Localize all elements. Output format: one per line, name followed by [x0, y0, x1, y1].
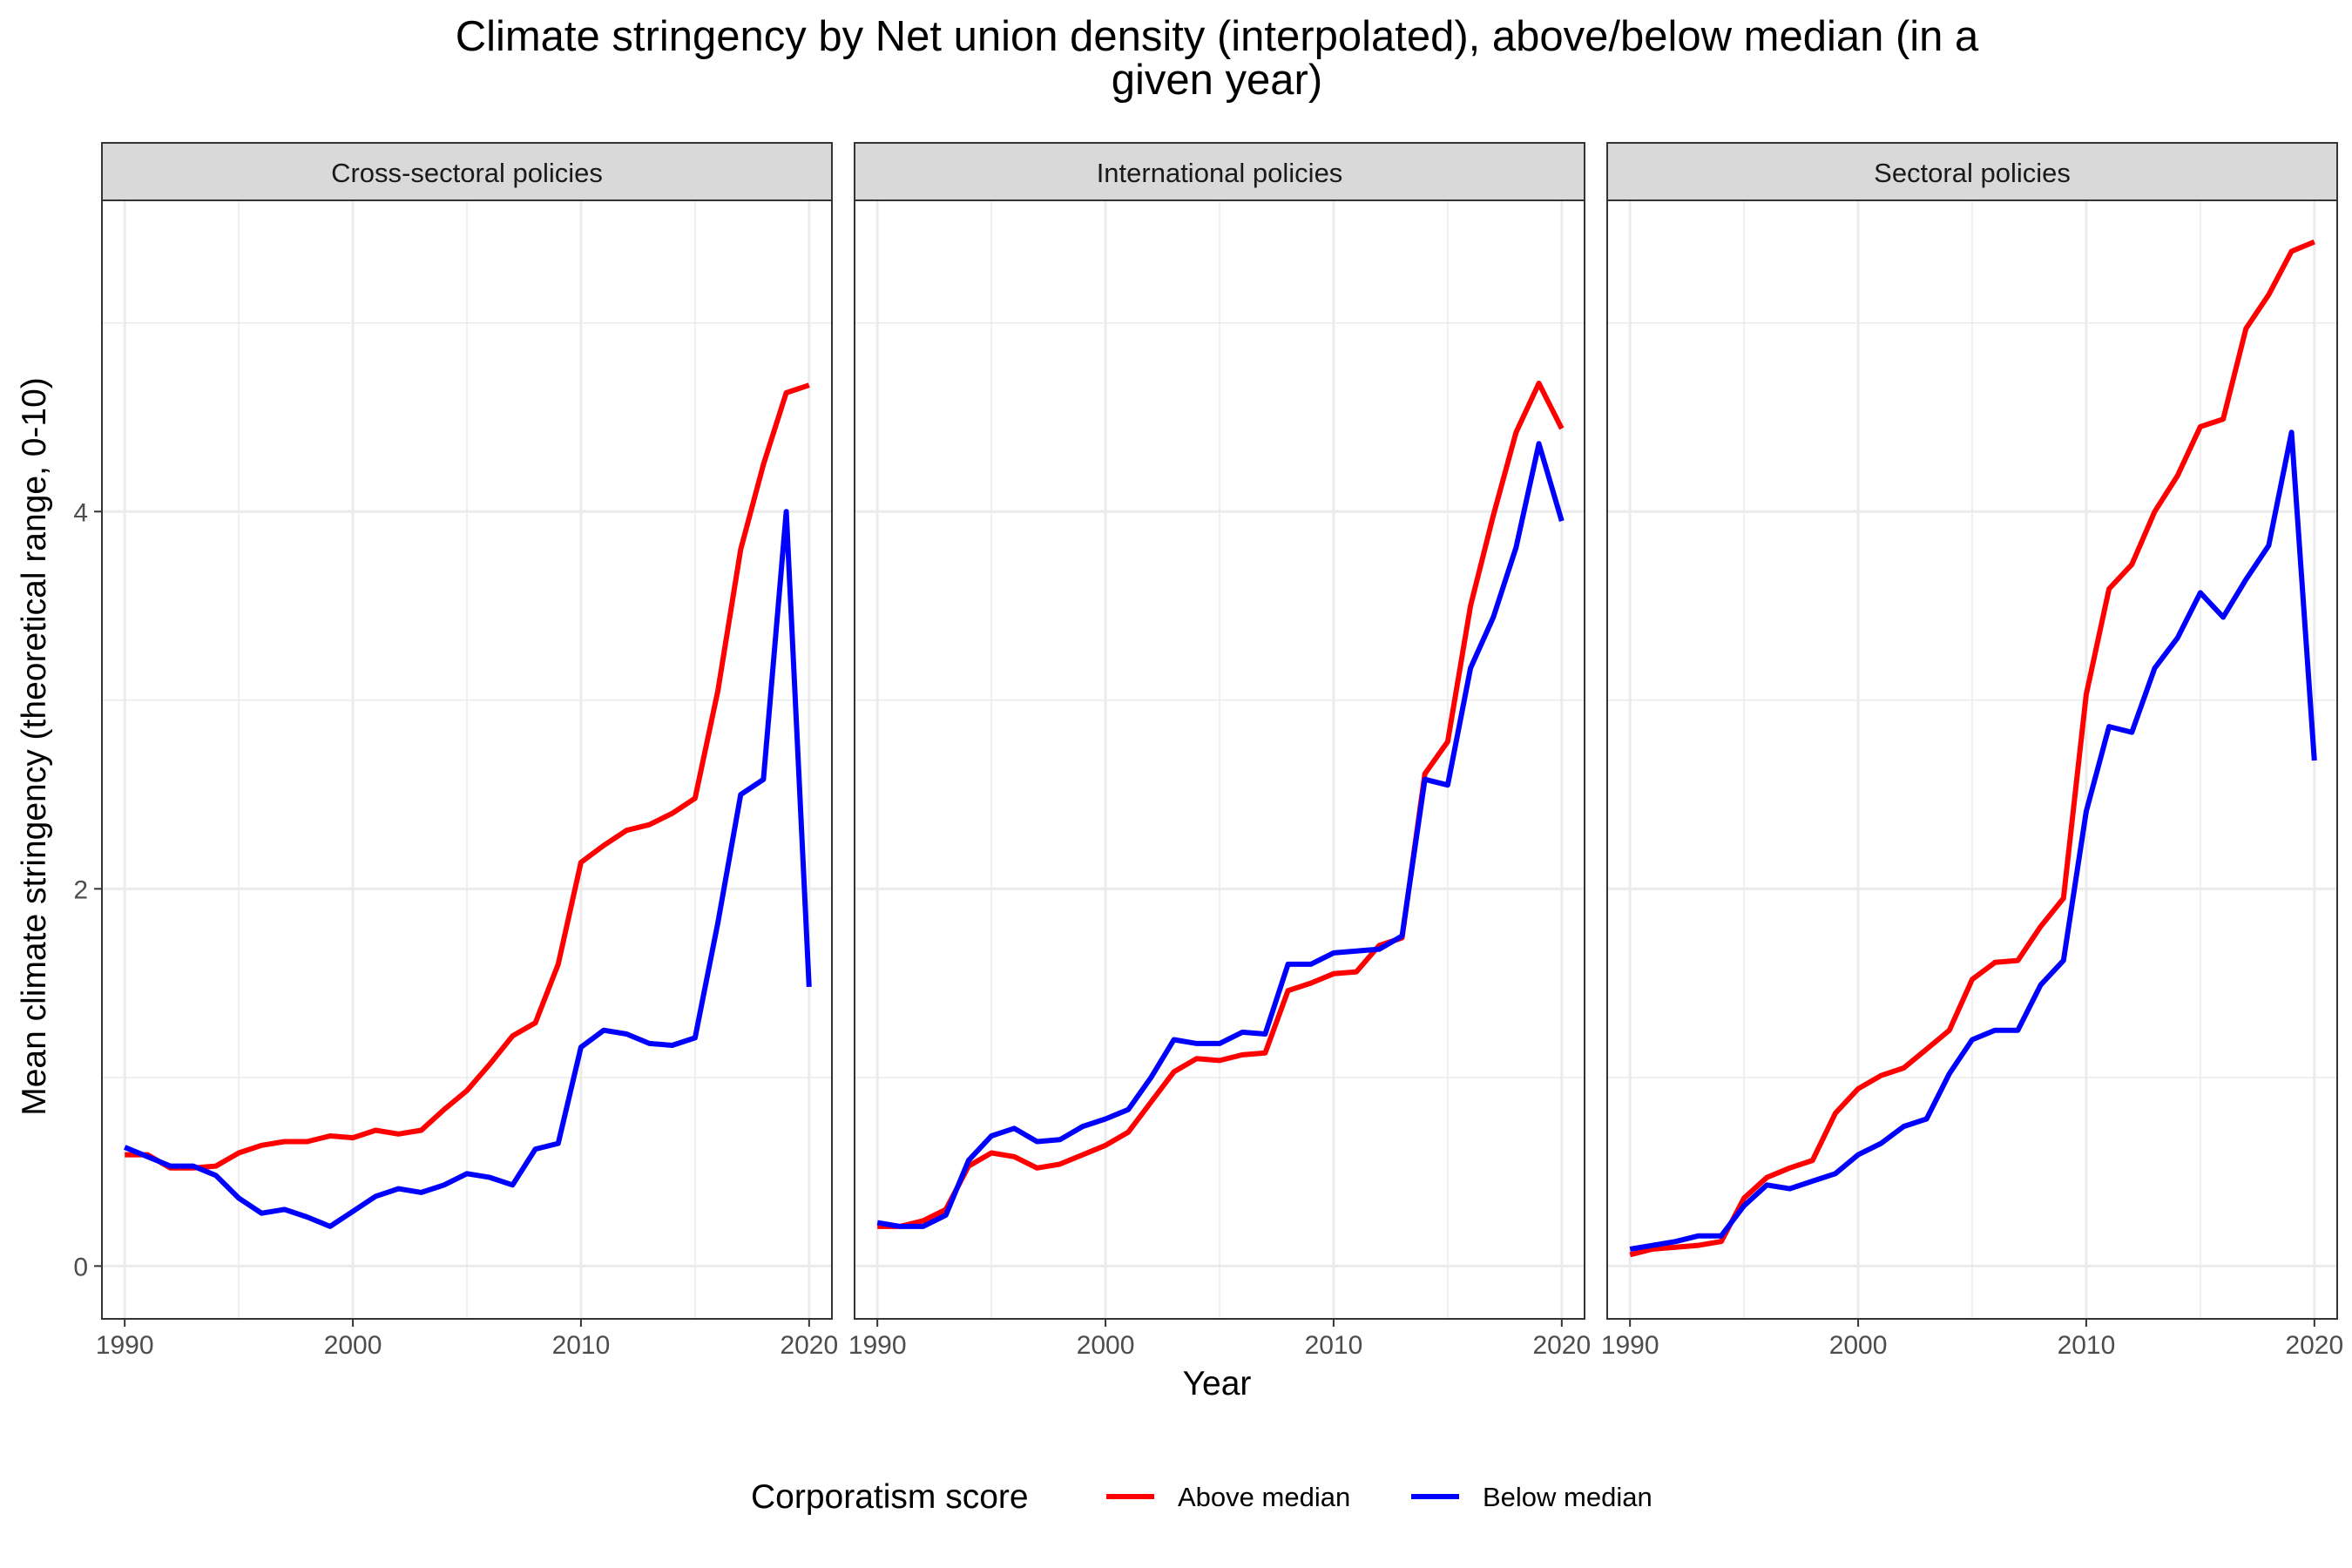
- panel-strip: [101, 142, 833, 201]
- series-line-above-median: [125, 382, 810, 1171]
- x-tick-label: 2020: [780, 1331, 838, 1360]
- panel-strip: [854, 142, 1585, 201]
- panel-2: International policies 1990 2000 2010 2020: [848, 142, 1591, 1360]
- x-tick-label: 2020: [1532, 1331, 1591, 1360]
- x-tick-label: 1990: [1601, 1331, 1659, 1360]
- legend-label: Above median: [1178, 1482, 1350, 1512]
- series-line-above-median: [877, 381, 1565, 1229]
- x-tick-label: 2020: [2285, 1331, 2343, 1360]
- panel-strip: [1606, 142, 2338, 201]
- panel-strip-label: Cross-sectoral policies: [331, 158, 603, 188]
- y-axis-label: Mean climate stringency (theoretical ran…: [16, 377, 53, 1116]
- x-tick-label: 2000: [1829, 1331, 1888, 1360]
- legend-title: Corporatism score: [751, 1478, 1029, 1516]
- chart-title: Climate stringency by Net union density …: [456, 13, 1979, 104]
- panel-1: Cross-sectoral policies 1990 2000 2010 2020 0…: [73, 142, 838, 1360]
- x-tick-label: 2010: [2058, 1331, 2116, 1360]
- panel-strip-label: International policies: [1097, 158, 1343, 188]
- gridlines: [1607, 200, 2337, 1319]
- legend-label: Below median: [1483, 1482, 1652, 1512]
- x-tick-label: 2000: [1077, 1331, 1135, 1360]
- series-line-below-median: [124, 509, 812, 1229]
- panel-3: Sectoral policies 1990 2000 2010 2020: [1601, 142, 2343, 1360]
- y-tick-label: 4: [73, 498, 88, 527]
- series-line-above-median: [1629, 239, 2315, 1258]
- x-axis-label: Year: [1183, 1365, 1252, 1402]
- panel-border: [854, 199, 1585, 1320]
- panel-strip-label: Sectoral policies: [1874, 158, 2071, 188]
- x-tick-label: 1990: [848, 1331, 907, 1360]
- legend: Corporatism score Above median Below media…: [751, 1478, 1652, 1516]
- series-line-below-median: [876, 441, 1565, 1229]
- legend-item-above-median: Above median: [1106, 1482, 1350, 1512]
- legend-item-below-median: Below median: [1411, 1482, 1652, 1512]
- y-tick-label: 0: [73, 1253, 88, 1281]
- gridlines: [855, 200, 1585, 1319]
- y-tick-label: 2: [73, 875, 88, 904]
- panel-border: [1606, 199, 2338, 1320]
- x-tick-label: 2000: [324, 1331, 382, 1360]
- chart-title-line: Climate stringency by Net union density …: [456, 13, 1979, 60]
- x-tick-label: 1990: [96, 1331, 154, 1360]
- series-line-below-median: [1629, 429, 2317, 1252]
- x-tick-label: 2010: [1305, 1331, 1363, 1360]
- x-tick-label: 2010: [552, 1331, 611, 1360]
- chart-title-line: given year): [1112, 57, 1322, 104]
- panel-border: [101, 199, 833, 1320]
